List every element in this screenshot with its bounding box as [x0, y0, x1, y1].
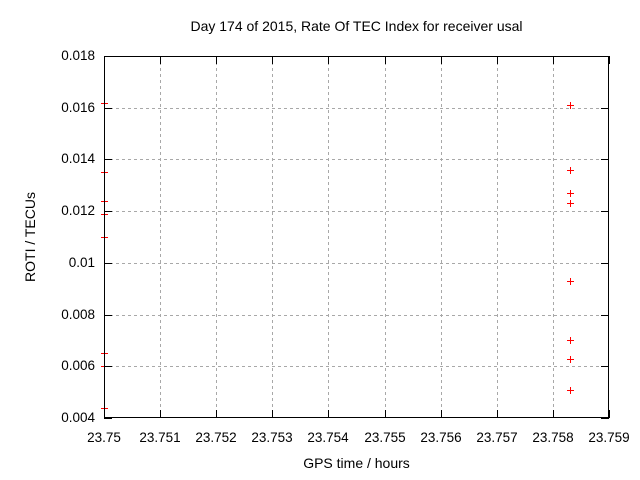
h-gridline [104, 366, 609, 367]
y-tick-mark-right [601, 263, 609, 264]
y-tick-label: 0.01 [68, 255, 95, 270]
v-gridline [553, 56, 554, 418]
x-tick-mark-bottom [441, 410, 442, 418]
x-tick-mark-bottom [328, 410, 329, 418]
x-tick-mark-top [160, 56, 161, 64]
data-point-marker [101, 100, 108, 107]
x-tick-label: 23.75 [87, 430, 121, 445]
v-gridline [216, 56, 217, 418]
y-tick-mark-right [601, 211, 609, 212]
x-tick-label: 23.751 [139, 430, 181, 445]
y-tick-mark-left [104, 108, 112, 109]
x-tick-label: 23.753 [251, 430, 293, 445]
h-gridline [104, 211, 609, 212]
x-tick-mark-top [553, 56, 554, 64]
x-tick-label: 23.759 [588, 430, 630, 445]
y-tick-mark-right [601, 56, 609, 57]
x-tick-mark-bottom [497, 410, 498, 418]
data-point-marker [567, 278, 574, 285]
x-tick-mark-bottom [385, 410, 386, 418]
x-tick-mark-top [216, 56, 217, 64]
x-tick-mark-bottom [216, 410, 217, 418]
v-gridline [497, 56, 498, 418]
x-tick-mark-bottom [609, 410, 610, 418]
y-tick-mark-left [104, 418, 112, 419]
y-tick-mark-left [104, 263, 112, 264]
data-point-marker [567, 102, 574, 109]
y-tick-label: 0.018 [61, 48, 95, 63]
x-tick-label: 23.752 [195, 430, 237, 445]
x-tick-mark-bottom [272, 410, 273, 418]
x-tick-mark-top [385, 56, 386, 64]
y-tick-mark-left [104, 211, 112, 212]
v-gridline [441, 56, 442, 418]
plot-area [101, 56, 610, 419]
h-gridline [104, 159, 609, 160]
y-tick-mark-right [601, 418, 609, 419]
x-tick-mark-top [609, 56, 610, 64]
x-tick-mark-bottom [160, 410, 161, 418]
v-gridline [385, 56, 386, 418]
y-tick-mark-right [601, 108, 609, 109]
data-point-marker [567, 337, 574, 344]
data-point-marker [567, 167, 574, 174]
y-tick-mark-left [104, 366, 112, 367]
data-point-marker [101, 350, 108, 357]
x-tick-mark-top [328, 56, 329, 64]
h-gridline [104, 108, 609, 109]
x-tick-label: 23.755 [364, 430, 406, 445]
y-tick-label: 0.004 [61, 410, 95, 425]
x-tick-label: 23.754 [307, 430, 349, 445]
data-point-marker [567, 190, 574, 197]
data-point-marker [101, 211, 108, 218]
y-tick-label: 0.008 [61, 307, 95, 322]
y-tick-mark-left [104, 159, 112, 160]
x-tick-mark-top [104, 56, 105, 64]
x-tick-mark-bottom [553, 410, 554, 418]
y-tick-mark-left [104, 56, 112, 57]
chart-title: Day 174 of 2015, Rate Of TEC Index for r… [190, 18, 523, 34]
v-gridline [160, 56, 161, 418]
x-tick-mark-bottom [104, 410, 105, 418]
data-point-marker [567, 200, 574, 207]
x-tick-mark-top [441, 56, 442, 64]
y-tick-label: 0.006 [61, 358, 95, 373]
y-tick-mark-right [601, 159, 609, 160]
data-point-marker [101, 198, 108, 205]
y-tick-label: 0.014 [61, 151, 95, 166]
x-tick-mark-top [272, 56, 273, 64]
v-gridline [328, 56, 329, 418]
y-tick-mark-right [601, 315, 609, 316]
x-tick-mark-top [497, 56, 498, 64]
h-gridline [104, 315, 609, 316]
data-point-marker [567, 356, 574, 363]
x-tick-label: 23.758 [532, 430, 574, 445]
y-tick-label: 0.012 [61, 203, 95, 218]
y-tick-label: 0.016 [61, 100, 95, 115]
x-axis-label: GPS time / hours [303, 455, 410, 471]
data-point-marker [101, 234, 108, 241]
x-tick-label: 23.757 [476, 430, 518, 445]
x-tick-label: 23.756 [420, 430, 462, 445]
h-gridline [104, 263, 609, 264]
data-point-marker [567, 387, 574, 394]
v-gridline [272, 56, 273, 418]
y-tick-mark-left [104, 315, 112, 316]
data-point-marker [101, 169, 108, 176]
plot-border [104, 56, 609, 418]
y-tick-mark-right [601, 366, 609, 367]
